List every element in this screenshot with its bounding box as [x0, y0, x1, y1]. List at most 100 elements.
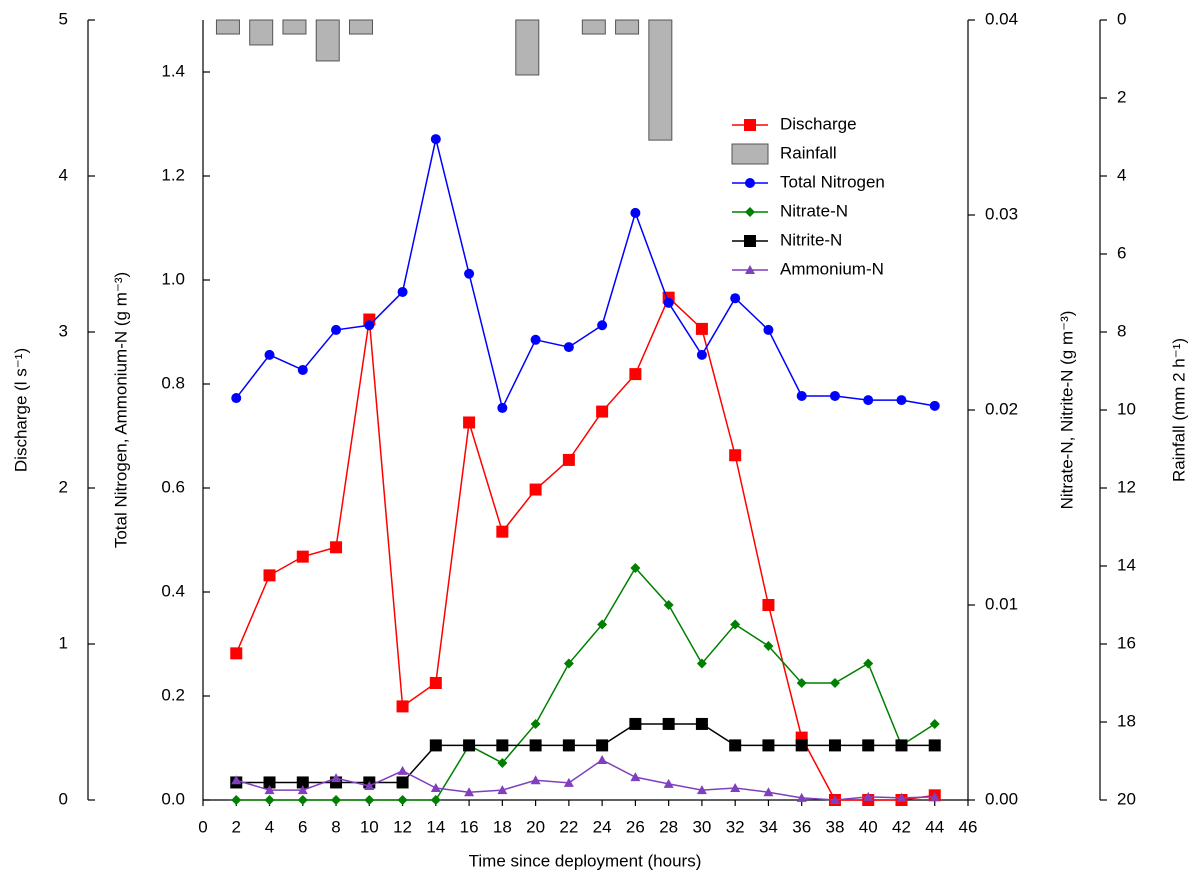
series-marker [464, 787, 475, 797]
series-marker [230, 647, 243, 660]
x-tick-label: 24 [593, 817, 612, 836]
series-marker [364, 780, 375, 790]
series-marker [596, 405, 609, 418]
series-marker [296, 776, 309, 789]
y3-tick-label: 0.03 [985, 204, 1018, 223]
series-marker [331, 795, 342, 805]
series-marker [929, 718, 940, 729]
x-tick-label: 26 [626, 817, 645, 836]
x-tick-label: 38 [825, 817, 844, 836]
series-marker [629, 717, 642, 730]
rainfall-bar [215, 19, 240, 35]
y4-tick-label: 4 [1117, 165, 1126, 184]
x-tick-label: 44 [925, 817, 944, 836]
series-marker [331, 324, 342, 335]
x-tick-label: 32 [726, 817, 745, 836]
series-marker [264, 795, 275, 805]
series-marker [264, 785, 275, 795]
series-marker [895, 739, 908, 752]
y4-tick-label: 14 [1117, 555, 1136, 574]
series-marker [896, 395, 907, 406]
series-marker [796, 678, 807, 688]
series-marker [496, 739, 509, 752]
series-marker [863, 791, 874, 801]
y4-tick-label: 10 [1117, 399, 1136, 418]
series-marker [497, 402, 508, 413]
y4-tick-label: 0 [1117, 9, 1126, 28]
series-marker [663, 778, 674, 788]
rainfall-bar [515, 19, 540, 76]
x-tick-label: 14 [426, 817, 445, 836]
series-marker [596, 739, 609, 752]
x-tick-label: 40 [859, 817, 878, 836]
series-line [236, 723, 935, 784]
y2-tick-label: 0.8 [161, 373, 185, 392]
x-axis-title: Time since deployment (hours) [469, 851, 702, 870]
rainfall-bar [315, 19, 340, 62]
x-tick-label: 16 [460, 817, 479, 836]
series-marker [463, 416, 476, 429]
series-marker [430, 795, 441, 805]
series-marker [863, 395, 874, 406]
series-marker [429, 739, 442, 752]
y3-axis-title: Nitrate-N, Nitrite-N (g m⁻³) [1057, 311, 1076, 510]
x-tick-label: 46 [959, 817, 978, 836]
series-marker [264, 349, 275, 360]
series-marker [896, 792, 907, 802]
y2-axis-title: Total Nitrogen, Ammonium-N (g m⁻³) [111, 272, 130, 548]
legend-label: Ammonium-N [780, 259, 884, 278]
legend-label: Rainfall [780, 143, 837, 162]
series-line [236, 759, 935, 801]
series-marker [630, 207, 641, 218]
x-tick-label: 22 [559, 817, 578, 836]
y3-tick-label: 0.04 [985, 9, 1018, 28]
series-marker [762, 599, 775, 611]
series-marker [231, 775, 242, 785]
y-tick-label: 1 [59, 633, 68, 652]
y4-tick-label: 18 [1117, 711, 1136, 730]
y-tick-label: 5 [59, 9, 68, 28]
series-marker [630, 562, 641, 573]
series-marker [529, 483, 542, 496]
x-tick-label: 30 [692, 817, 711, 836]
series-marker [231, 795, 242, 805]
y-tick-label: 4 [59, 165, 68, 184]
y3-tick-label: 0.00 [985, 789, 1018, 808]
series-marker [696, 658, 707, 669]
y2-tick-label: 1.4 [161, 61, 185, 80]
legend-swatch [731, 143, 769, 165]
series-marker [530, 718, 541, 729]
y-tick-label: 0 [59, 789, 68, 808]
legend-label: Discharge [780, 114, 857, 133]
y2-tick-label: 0.6 [161, 477, 185, 496]
series-marker [429, 677, 442, 689]
series-marker [762, 739, 775, 752]
x-tick-label: 18 [493, 817, 512, 836]
y4-tick-label: 8 [1117, 321, 1126, 340]
series-marker [730, 619, 741, 630]
series-marker [597, 320, 608, 331]
series-marker [497, 757, 508, 768]
series-marker [597, 754, 608, 764]
series-marker [828, 739, 841, 752]
rainfall-bar [581, 19, 606, 35]
x-tick-label: 10 [360, 817, 379, 836]
x-tick-label: 2 [232, 817, 241, 836]
y-tick-label: 2 [59, 477, 68, 496]
y-axis-title: Discharge (l s⁻¹) [11, 348, 30, 472]
y4-tick-label: 6 [1117, 243, 1126, 262]
series-marker [829, 678, 840, 688]
series-marker [829, 390, 840, 401]
series-marker [496, 525, 509, 538]
y4-tick-label: 16 [1117, 633, 1136, 652]
series-marker [662, 717, 675, 730]
series-marker [231, 393, 242, 404]
x-tick-label: 12 [393, 817, 412, 836]
series-marker [928, 739, 941, 752]
series-marker [796, 792, 807, 802]
x-tick-label: 36 [792, 817, 811, 836]
series-line [235, 138, 935, 411]
series-marker [695, 717, 708, 730]
x-tick-label: 0 [198, 817, 207, 836]
series-marker [729, 739, 742, 752]
